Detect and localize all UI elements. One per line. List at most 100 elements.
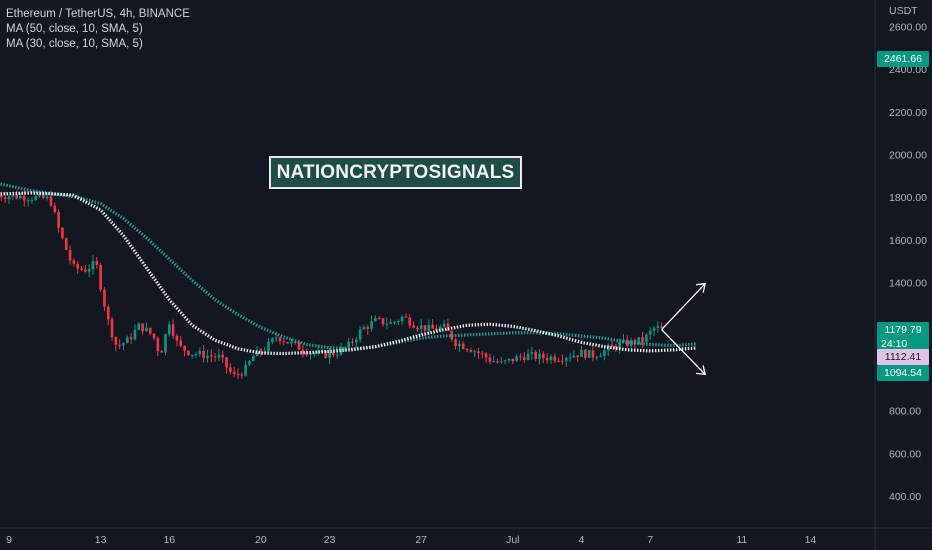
candle-body xyxy=(152,333,156,339)
candle-body xyxy=(404,316,408,318)
candle-body xyxy=(171,324,175,336)
x-tick-label: 23 xyxy=(324,534,336,546)
candle-body xyxy=(7,196,11,200)
candle-body xyxy=(114,336,118,345)
candle-body xyxy=(87,269,91,272)
candle-body xyxy=(118,344,121,346)
candle-body xyxy=(316,351,320,354)
candle-body xyxy=(26,200,30,202)
candle-body xyxy=(129,337,133,340)
candle-body xyxy=(240,374,244,376)
candle-body xyxy=(351,341,354,343)
candle-body xyxy=(442,323,446,327)
candle-body xyxy=(179,340,183,346)
candle-body xyxy=(251,356,255,362)
y-axis-unit: USDT xyxy=(889,5,918,17)
candle-body xyxy=(76,263,79,269)
candle-body xyxy=(259,349,263,353)
candle-body xyxy=(519,356,522,358)
symbol-title[interactable]: Ethereum / TetherUS, 4h, BINANCE xyxy=(6,8,190,20)
candle-body xyxy=(652,327,656,331)
candle-body xyxy=(232,371,236,374)
candle-body xyxy=(637,337,641,344)
candle-body xyxy=(164,334,167,353)
watermark-banner: NATIONCRYPTOSIGNALS xyxy=(269,156,522,189)
candle-body xyxy=(511,358,515,362)
y-tick-label: 1600.00 xyxy=(889,235,927,247)
candle-body xyxy=(187,350,190,355)
candle-body xyxy=(576,355,579,357)
candle-body xyxy=(332,351,335,356)
candle-body xyxy=(656,326,660,328)
candle-body xyxy=(400,316,404,321)
candle-body xyxy=(526,353,530,361)
candle-body xyxy=(473,351,476,353)
candle-body xyxy=(225,357,228,368)
candle-body xyxy=(229,367,232,372)
candle-body xyxy=(545,358,549,361)
candle-body xyxy=(660,326,663,328)
candle-body xyxy=(450,330,454,340)
y-tick-label: 1800.00 xyxy=(889,192,927,204)
x-tick-label: 27 xyxy=(415,534,427,546)
candle-body xyxy=(645,334,648,342)
candle-body xyxy=(339,347,343,355)
x-tick-label: Jul xyxy=(506,534,519,546)
ma30-line xyxy=(0,182,697,351)
candle-body xyxy=(290,341,293,344)
candle-body xyxy=(206,355,209,359)
candle-body xyxy=(553,356,557,361)
candle-body xyxy=(38,193,41,197)
candle-body xyxy=(53,205,57,213)
candle-body xyxy=(522,357,526,361)
candle-body xyxy=(313,353,316,355)
candle-body xyxy=(198,350,202,355)
candle-body xyxy=(412,325,415,328)
candle-body xyxy=(209,355,213,357)
candle-body xyxy=(381,318,385,325)
candle-body xyxy=(3,197,7,200)
candle-body xyxy=(183,345,186,351)
candle-body xyxy=(236,373,240,375)
ma50-legend[interactable]: MA (50, close, 10, SMA, 5) xyxy=(6,23,143,35)
candle-body xyxy=(393,321,396,323)
candle-body xyxy=(106,306,110,320)
candle-body xyxy=(19,195,22,199)
candle-body xyxy=(309,353,312,355)
candle-body xyxy=(419,325,423,330)
candle-body xyxy=(57,212,60,228)
candle-body xyxy=(561,360,564,362)
projection-up-arrowhead xyxy=(696,282,706,293)
candle-body xyxy=(68,249,72,261)
candle-body xyxy=(458,343,461,347)
candle-body xyxy=(34,196,38,200)
candle-body xyxy=(335,354,339,356)
candle-body xyxy=(248,361,251,365)
candle-body xyxy=(408,317,412,326)
candle-body xyxy=(175,335,179,341)
candle-body xyxy=(389,322,392,324)
candle-body xyxy=(595,357,599,359)
candle-body xyxy=(492,361,496,363)
candle-body xyxy=(423,325,427,331)
candle-body xyxy=(648,330,652,335)
candle-body xyxy=(614,345,618,349)
candle-body xyxy=(377,317,381,319)
candle-body xyxy=(484,353,488,358)
candle-body xyxy=(61,227,64,239)
candle-body xyxy=(431,324,434,329)
candle-body xyxy=(80,268,83,270)
candle-body xyxy=(355,339,358,343)
candle-body xyxy=(42,193,45,199)
y-tick-label: 2600.00 xyxy=(889,21,927,33)
y-tick-label: 1400.00 xyxy=(889,278,927,290)
candle-body xyxy=(95,261,99,265)
candle-body xyxy=(587,350,591,358)
candle-body xyxy=(221,354,225,358)
candle-body xyxy=(22,195,26,201)
ma30-legend[interactable]: MA (30, close, 10, SMA, 5) xyxy=(6,38,143,50)
candle-body xyxy=(145,327,148,332)
ma50-line xyxy=(0,191,697,356)
